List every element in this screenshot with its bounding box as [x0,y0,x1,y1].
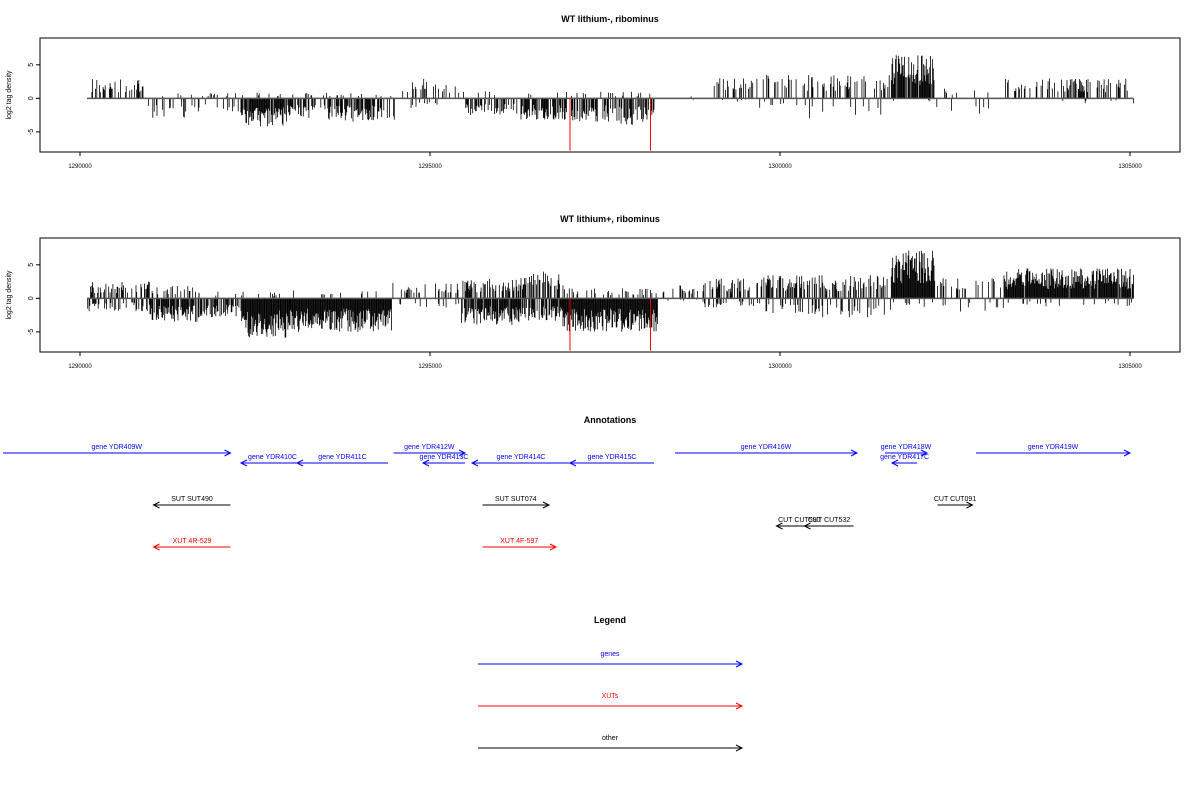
annotation-feature: gene YDR417C [880,454,929,467]
annotation-feature: CUT CUT532 [803,517,854,530]
feature-arrow-head [224,449,232,457]
feature-label: XUT 4F-597 [500,538,538,545]
legend-label: XUTs [602,693,619,700]
feature-label: gene YDR418W [881,444,932,451]
annotation-feature: SUT SUT490 [152,496,231,509]
legend-item-gene: genes [478,651,744,668]
annotation-feature: gene YDR418W [881,444,932,457]
feature-label: SUT SUT074 [495,496,537,503]
feature-arrow-head [549,543,558,551]
feature-arrow-head [850,449,859,457]
feature-arrow-head [152,501,160,509]
annotation-feature: SUT SUT074 [482,496,551,509]
feature-arrow-head [152,543,160,551]
x-tick-label: 1290000 [68,364,92,370]
x-tick-label: 1290000 [68,164,92,170]
chart-title: WT lithium-, ribominus [561,14,659,24]
feature-arrow-head [470,459,479,467]
legend-label: other [602,735,619,742]
legend-arrow-head [735,744,744,752]
x-tick-label: 1295000 [418,364,442,370]
plot-frame [39,237,1181,353]
track-panel-lithium-plus: WT lithium+, ribominus log2 tag density -5… [6,214,1181,370]
annotation-feature: XUT 4R-529 [152,538,231,551]
feature-label: gene YDR416W [741,444,792,451]
feature-arrow-head [295,459,304,467]
legend-item-other: other [478,735,744,752]
feature-label: gene YDR414C [497,454,546,461]
annotation-feature: CUT CUT091 [934,496,976,509]
feature-label: gene YDR413C [420,454,469,461]
chart-title: WT lithium+, ribominus [560,214,660,224]
feature-arrow-head [890,459,899,467]
annotation-feature: gene YDR413C [420,454,469,467]
y-tick-label: -5 [28,129,35,135]
track-panel-lithium-minus: WT lithium-, ribominus log2 tag density -5… [6,14,1181,170]
legend-arrow-head [735,660,744,668]
feature-label: gene YDR417C [880,454,929,461]
y-tick-label: 5 [28,63,35,67]
feature-label: CUT CUT532 [808,517,850,524]
annotation-feature: gene YDR416W [675,444,859,457]
feature-arrow-head [1123,449,1132,457]
feature-label: SUT SUT490 [171,496,213,503]
x-tick-label: 1295000 [418,164,442,170]
annotations-panel: Annotations gene YDR409W gene YDR410C gene … [3,415,1132,551]
annotation-feature: gene YDR415C [568,454,654,467]
legend-item-xut: XUTs [478,693,744,710]
feature-arrow-head [775,522,783,530]
signal-bars [87,250,1134,338]
annotations-title: Annotations [584,415,637,425]
feature-arrow-head [458,449,467,457]
x-tick-label: 1305000 [1118,364,1142,370]
feature-arrow-head [803,522,811,530]
annotation-feature: gene YDR409W [3,444,232,457]
legend-label: genes [600,651,620,658]
feature-label: gene YDR411C [318,454,366,461]
plot-frame [39,37,1181,153]
y-tick-label: 0 [28,96,35,100]
feature-label: gene YDR415C [588,454,637,461]
feature-arrow-head [920,449,929,457]
feature-label: gene YDR412W [404,444,455,451]
feature-label: gene YDR419W [1028,444,1079,451]
y-axis-label: log2 tag density [6,270,13,320]
feature-label: XUT 4R-529 [173,538,212,545]
feature-arrow-head [966,501,974,509]
annotation-feature: XUT 4F-597 [482,538,558,551]
y-tick-label: 0 [28,296,35,300]
feature-arrow-head [421,459,430,467]
feature-label: CUT CUT590 [778,517,820,524]
annotation-feature: gene YDR412W [393,444,467,457]
feature-arrow-head [542,501,551,509]
feature-label: gene YDR410C [248,454,297,461]
signal-bars [91,55,1134,127]
annotation-feature: gene YDR410C [239,454,304,467]
y-axis-label: log2 tag density [6,70,13,120]
x-tick-label: 1300000 [768,164,792,170]
feature-arrow-head [239,459,248,467]
y-tick-label: 5 [28,263,35,267]
feature-label: gene YDR409W [92,444,143,451]
y-tick-label: -5 [28,329,35,335]
annotation-feature: gene YDR419W [976,444,1132,457]
legend-arrow-head [735,702,744,710]
feature-label: CUT CUT091 [934,496,976,503]
feature-arrow-head [568,459,577,467]
legend-title: Legend [594,615,626,625]
legend-panel: Legend genes XUTs other [478,615,744,752]
annotation-feature: gene YDR411C [295,454,388,467]
x-tick-label: 1305000 [1118,164,1142,170]
annotation-feature: gene YDR414C [470,454,570,467]
x-tick-label: 1300000 [768,364,792,370]
